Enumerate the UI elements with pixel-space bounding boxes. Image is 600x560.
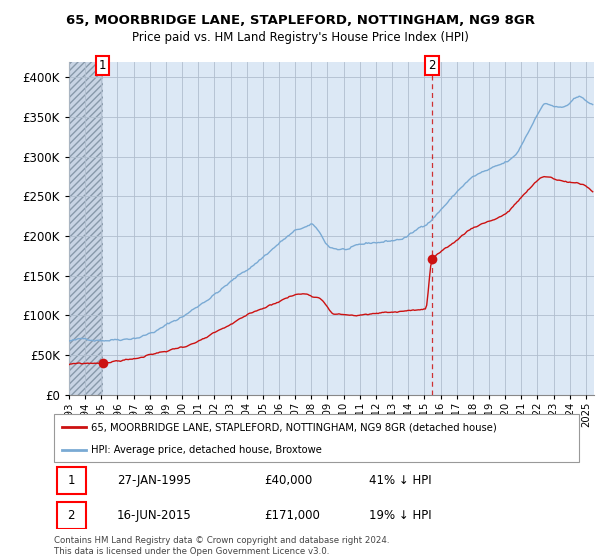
Text: 1: 1	[67, 474, 75, 487]
Bar	[69, 62, 103, 395]
Text: 27-JAN-1995: 27-JAN-1995	[117, 474, 191, 487]
Text: £171,000: £171,000	[264, 508, 320, 521]
Text: 2: 2	[67, 508, 75, 521]
Text: 41% ↓ HPI: 41% ↓ HPI	[369, 474, 431, 487]
Text: HPI: Average price, detached house, Broxtowe: HPI: Average price, detached house, Brox…	[91, 445, 322, 455]
FancyBboxPatch shape	[56, 468, 86, 494]
Text: 16-JUN-2015: 16-JUN-2015	[117, 508, 192, 521]
Text: Price paid vs. HM Land Registry's House Price Index (HPI): Price paid vs. HM Land Registry's House …	[131, 31, 469, 44]
Text: 65, MOORBRIDGE LANE, STAPLEFORD, NOTTINGHAM, NG9 8GR (detached house): 65, MOORBRIDGE LANE, STAPLEFORD, NOTTING…	[91, 422, 497, 432]
Text: 1: 1	[99, 59, 106, 72]
FancyBboxPatch shape	[54, 414, 579, 462]
Text: £40,000: £40,000	[264, 474, 312, 487]
Text: 19% ↓ HPI: 19% ↓ HPI	[369, 508, 431, 521]
Text: 65, MOORBRIDGE LANE, STAPLEFORD, NOTTINGHAM, NG9 8GR: 65, MOORBRIDGE LANE, STAPLEFORD, NOTTING…	[65, 14, 535, 27]
Text: 2: 2	[428, 59, 436, 72]
Text: Contains HM Land Registry data © Crown copyright and database right 2024.
This d: Contains HM Land Registry data © Crown c…	[54, 536, 389, 556]
FancyBboxPatch shape	[56, 502, 86, 529]
